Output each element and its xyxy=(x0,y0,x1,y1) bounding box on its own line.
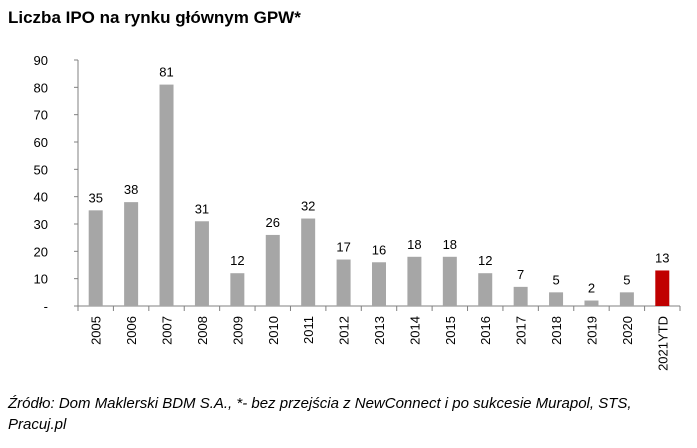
data-label: 35 xyxy=(88,190,102,205)
x-tick-label: 2008 xyxy=(195,316,210,345)
bar xyxy=(336,259,351,306)
bar xyxy=(442,256,457,306)
data-label: 31 xyxy=(195,201,209,216)
data-label: 7 xyxy=(517,267,524,282)
y-tick-label: 10 xyxy=(34,272,48,287)
x-tick-label: 2020 xyxy=(620,316,635,345)
chart-data-labels: 35 38 81 31 12 26 32 17 16 18 18 12 7 5 2 5 13 xyxy=(88,65,669,296)
data-label: 32 xyxy=(301,199,315,214)
x-tick-label: 2014 xyxy=(407,316,422,345)
bar xyxy=(124,202,139,306)
y-tick-label: 90 xyxy=(34,53,48,68)
x-tick-label: 2015 xyxy=(443,316,458,345)
x-tick-label: 2006 xyxy=(124,316,139,345)
x-tick-label: 2019 xyxy=(584,316,599,345)
data-label: 16 xyxy=(372,242,386,257)
x-tick-labels: 2005 2006 2007 2008 2009 2010 2011 2012 2013 2014… xyxy=(89,316,671,371)
source-note: Źródło: Dom Maklerski BDM S.A., *- bez p… xyxy=(8,395,632,433)
data-label: 5 xyxy=(552,272,559,287)
data-label: 81 xyxy=(159,65,173,80)
bar xyxy=(372,262,386,306)
chart-title: Liczba IPO na rynku głównym GPW* xyxy=(8,8,301,27)
y-tick-label: - xyxy=(44,299,48,314)
bar xyxy=(265,234,280,306)
data-label: 18 xyxy=(443,237,457,252)
y-tick-label: 70 xyxy=(34,108,48,123)
data-label: 12 xyxy=(230,253,244,268)
x-tick-label: 2007 xyxy=(160,316,175,345)
x-tick-label: 2016 xyxy=(478,316,493,345)
x-tick-label: 2011 xyxy=(301,316,316,344)
bar xyxy=(407,256,422,306)
bar xyxy=(301,218,316,306)
data-label: 17 xyxy=(336,240,350,255)
y-tick-label: 30 xyxy=(34,217,48,232)
bar xyxy=(549,292,564,306)
x-tick-label: 2018 xyxy=(549,316,564,345)
bar xyxy=(584,300,599,306)
data-label: 38 xyxy=(124,182,138,197)
y-tick-label: 60 xyxy=(34,135,48,150)
x-tick-label: 2012 xyxy=(337,316,352,345)
bar xyxy=(194,221,209,306)
data-label: 5 xyxy=(623,272,630,287)
data-label: 26 xyxy=(266,215,280,230)
bar xyxy=(655,270,670,306)
data-label: 18 xyxy=(407,237,421,252)
x-tick-label: 2010 xyxy=(266,316,281,345)
data-label: 12 xyxy=(478,253,492,268)
y-tick-label: 20 xyxy=(34,244,48,259)
x-tick-label: 2017 xyxy=(514,316,529,345)
chart-bars xyxy=(88,84,670,306)
data-label: 13 xyxy=(655,250,669,265)
bar xyxy=(619,292,634,306)
y-tick-label: 40 xyxy=(34,190,48,205)
x-tick-label: 2005 xyxy=(89,316,104,345)
y-tick-label: 50 xyxy=(34,162,48,177)
bar xyxy=(88,210,103,306)
data-label: 2 xyxy=(588,281,595,296)
bar xyxy=(478,273,493,306)
x-tick-label: 2021YTD xyxy=(655,316,670,371)
y-tick-labels: - 10 20 30 40 50 60 70 80 90 xyxy=(34,53,48,314)
x-tick-label: 2009 xyxy=(230,316,245,345)
y-tick-label: 80 xyxy=(34,80,48,95)
bar xyxy=(230,273,245,306)
x-tick-label: 2013 xyxy=(372,316,387,345)
bar xyxy=(159,84,174,306)
bar xyxy=(513,286,528,306)
